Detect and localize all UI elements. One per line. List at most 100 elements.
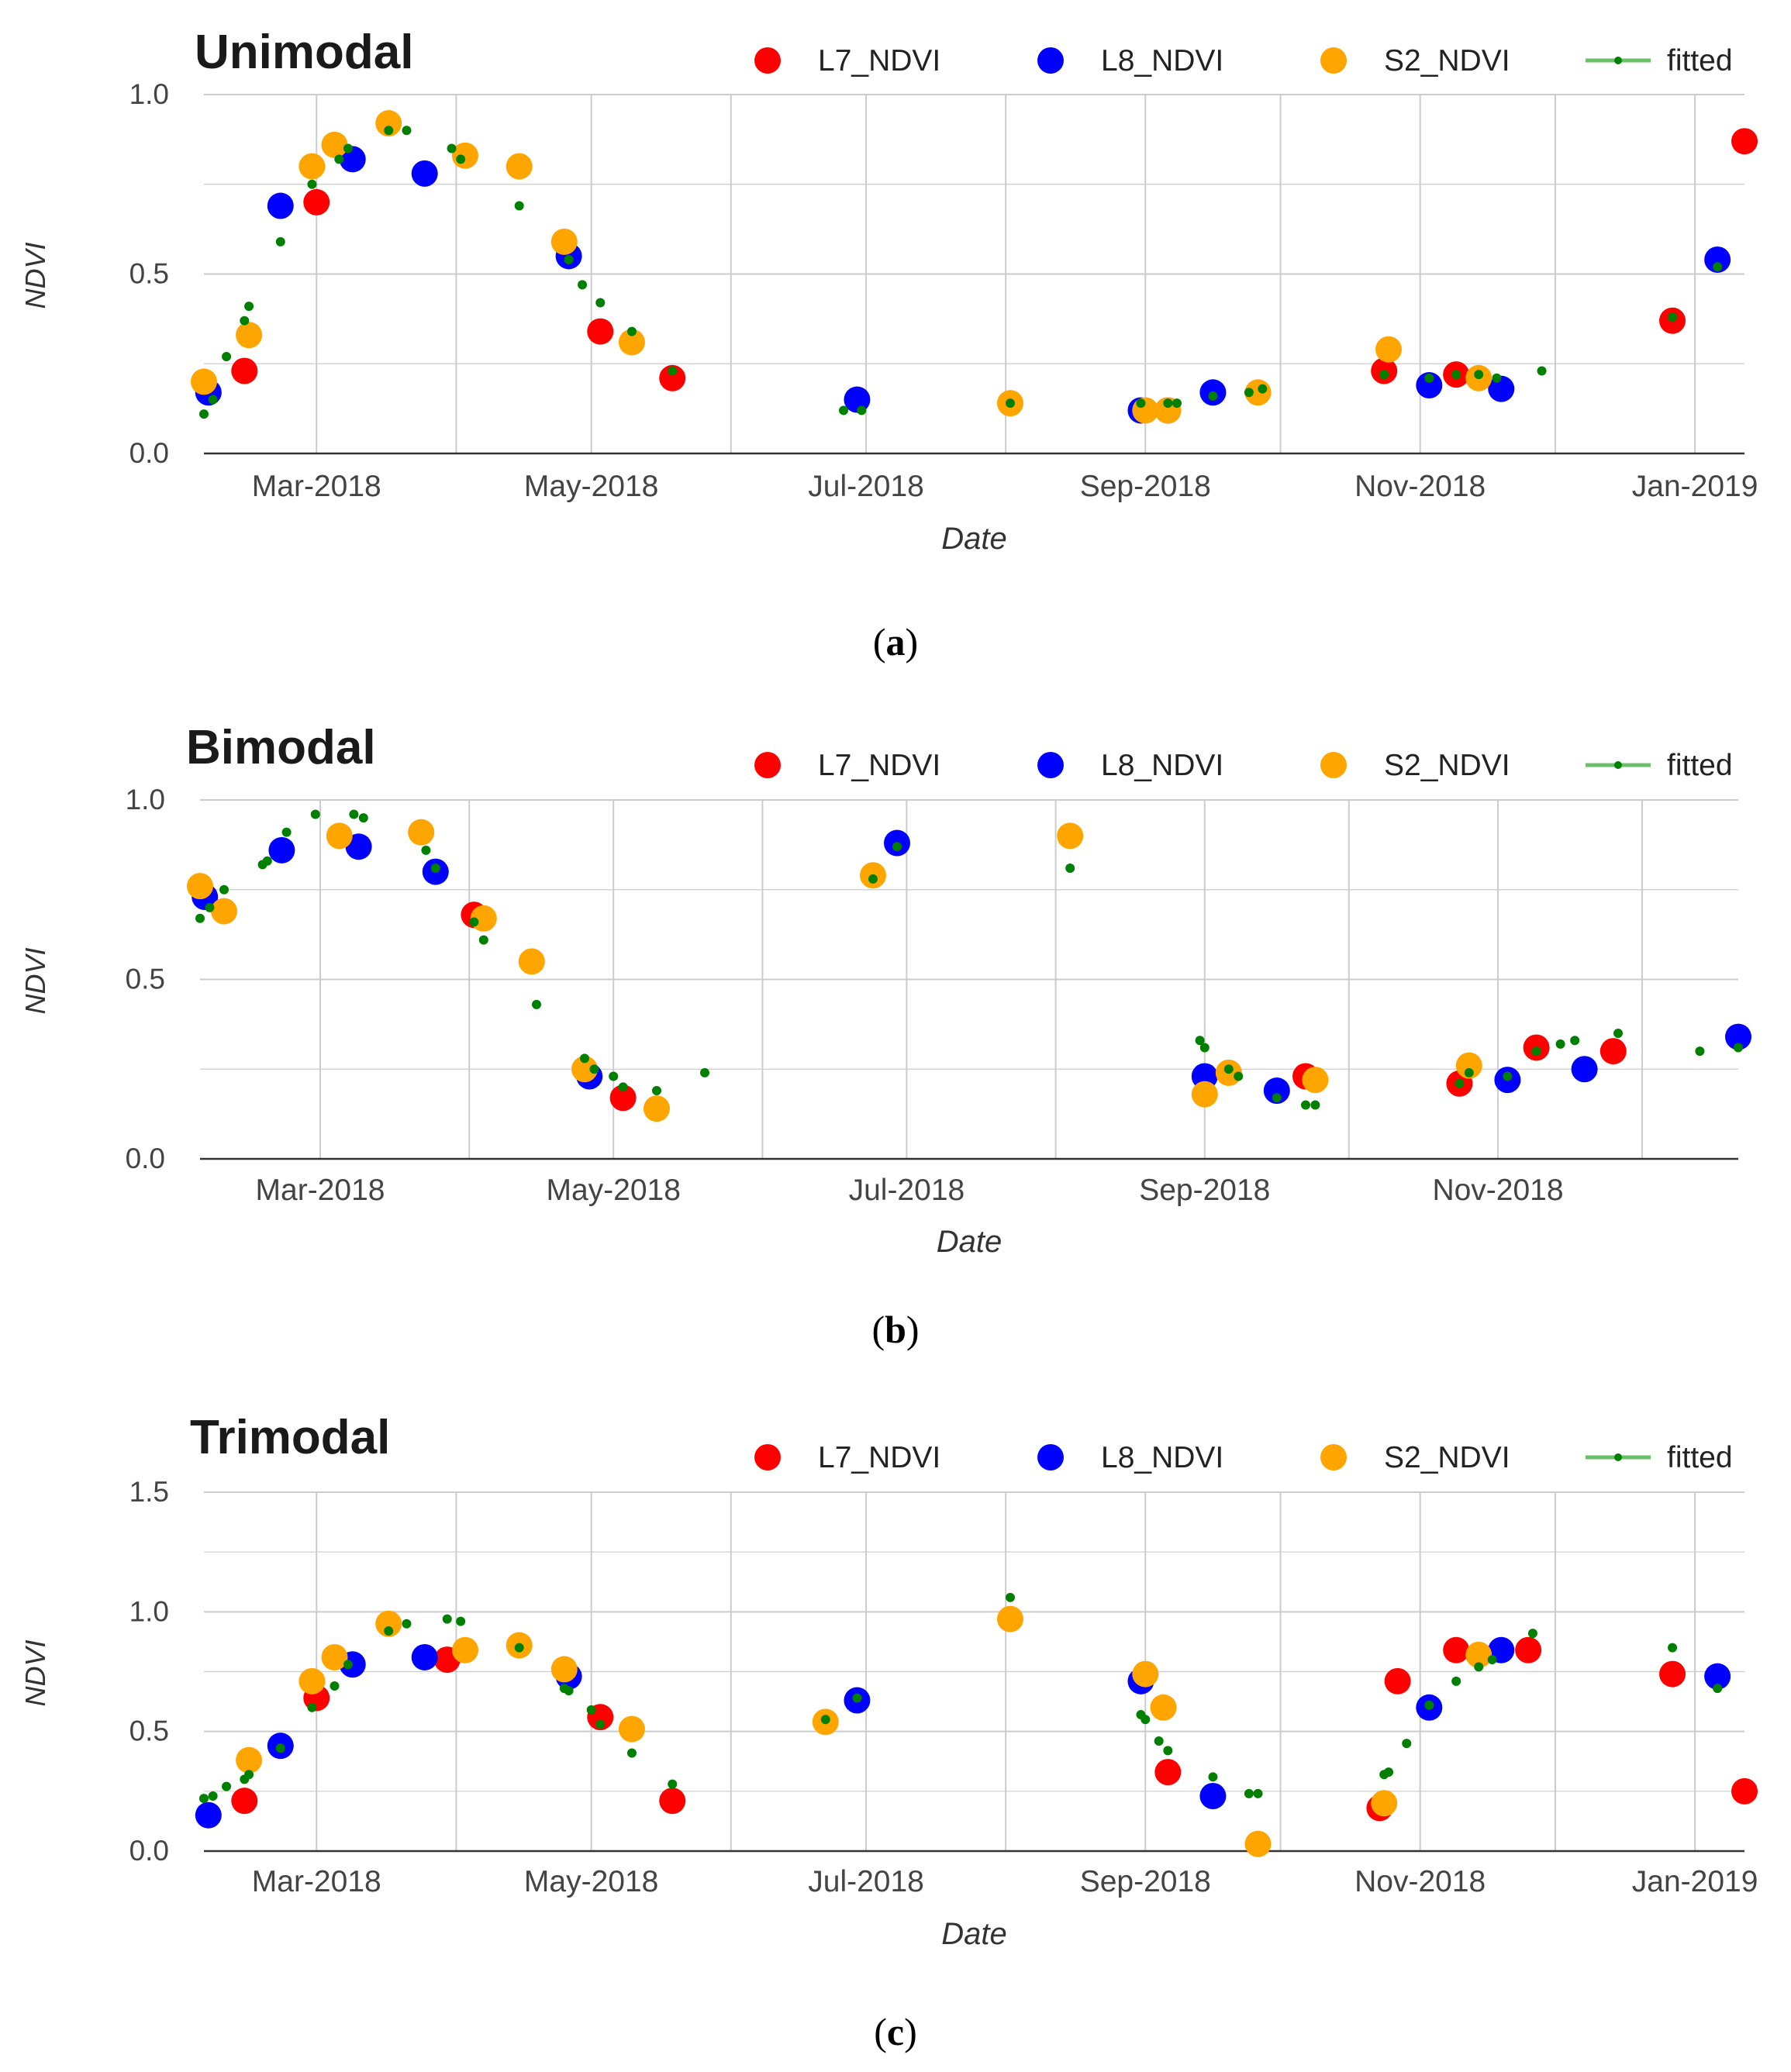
y-tick-label: 0.5 (129, 258, 169, 290)
legend-marker-l8 (1037, 1444, 1064, 1470)
data-point-fitted (275, 1743, 285, 1753)
legend: L7_NDVI L8_NDVI S2_NDVI fitted (754, 749, 1733, 782)
series-s2 (236, 1605, 1492, 1857)
y-axis-title: NDVI (19, 242, 51, 309)
data-point-s2 (506, 153, 533, 180)
data-point-fitted (205, 902, 215, 912)
data-point-fitted (384, 1626, 394, 1636)
data-point-fitted (430, 863, 440, 873)
data-point-s2 (408, 819, 435, 846)
data-point-fitted (1065, 863, 1075, 873)
data-point-l7 (1731, 128, 1758, 155)
x-axis-title: Date (941, 522, 1007, 556)
data-point-fitted (1258, 384, 1268, 394)
data-point-s2 (451, 142, 478, 169)
data-point-s2 (996, 1605, 1023, 1632)
legend-label-fitted: fitted (1667, 1441, 1733, 1474)
data-point-fitted (343, 143, 353, 153)
data-point-s2 (518, 948, 545, 975)
data-point-l8 (844, 386, 871, 413)
legend-marker-s2 (1320, 752, 1347, 778)
data-point-fitted (1451, 370, 1461, 380)
data-point-l8 (411, 160, 438, 187)
data-point-l7 (609, 1084, 637, 1112)
legend-marker-l7 (754, 752, 781, 778)
data-point-fitted (564, 1686, 574, 1696)
legend-marker-l8 (1037, 47, 1064, 74)
data-point-s2 (550, 228, 578, 255)
y-tick-label: 0.5 (129, 1715, 169, 1747)
data-point-fitted (586, 1705, 596, 1715)
series-l7 (231, 1636, 1758, 1822)
data-point-s2 (618, 329, 645, 356)
chart-title: Bimodal (186, 721, 376, 774)
data-point-l7 (1443, 1636, 1470, 1663)
data-point-s2 (1132, 1660, 1159, 1688)
data-point-fitted (447, 143, 457, 153)
data-point-fitted (1199, 1043, 1210, 1053)
data-point-fitted (208, 1791, 218, 1801)
data-point-l8 (1725, 1023, 1751, 1050)
data-point-fitted (384, 126, 394, 136)
data-point-l7 (231, 357, 258, 384)
data-point-fitted (219, 884, 229, 895)
data-point-fitted (456, 1616, 466, 1626)
data-point-l7 (1731, 1777, 1758, 1805)
data-point-s2 (236, 322, 263, 349)
x-tick-label: Sep-2018 (1139, 1174, 1270, 1207)
data-point-fitted (892, 842, 902, 852)
data-point-l8 (268, 836, 295, 864)
data-point-fitted (1713, 1684, 1723, 1694)
data-point-fitted (1402, 1739, 1412, 1749)
data-point-fitted (652, 1086, 661, 1096)
data-point-fitted (330, 1681, 340, 1691)
data-point-fitted (262, 856, 272, 866)
data-point-fitted (244, 1770, 254, 1780)
data-point-fitted (281, 827, 292, 837)
data-point-l8 (267, 192, 294, 219)
data-point-s2 (550, 1656, 578, 1683)
data-point-s2 (191, 368, 217, 395)
data-point-fitted (1253, 1788, 1263, 1798)
data-point-fitted (402, 126, 412, 136)
data-point-fitted (1455, 1078, 1465, 1088)
data-point-fitted (514, 1643, 524, 1653)
data-point-fitted (857, 405, 867, 415)
data-point-fitted (852, 1693, 862, 1703)
data-point-s2 (298, 153, 326, 180)
data-point-fitted (421, 845, 431, 855)
y-tick-label: 0.0 (126, 1143, 165, 1174)
data-point-fitted (609, 1071, 619, 1081)
data-point-fitted (820, 1715, 830, 1725)
y-axis-title: NDVI (19, 1639, 51, 1706)
data-point-s2 (236, 1746, 263, 1774)
data-point-fitted (334, 154, 344, 164)
panel-caption: (a) (873, 620, 918, 664)
data-point-fitted (1244, 388, 1254, 398)
series-l8 (195, 1636, 1731, 1829)
data-point-l7 (1154, 1759, 1182, 1786)
data-point-l7 (231, 1788, 258, 1815)
data-point-fitted (349, 809, 359, 819)
data-point-fitted (1141, 1715, 1151, 1725)
data-point-fitted (1172, 398, 1182, 409)
legend-marker-s2 (1320, 1444, 1347, 1470)
data-point-fitted (222, 351, 232, 361)
data-point-l7 (1384, 1667, 1411, 1694)
data-point-fitted (222, 1781, 232, 1791)
data-point-fitted (595, 1719, 606, 1729)
legend-label-l8: L8_NDVI (1101, 44, 1223, 78)
legend: L7_NDVI L8_NDVI S2_NDVI fitted (754, 1441, 1733, 1474)
data-point-s2 (1057, 822, 1084, 850)
legend-label-fitted: fitted (1667, 44, 1733, 78)
data-point-s2 (451, 1636, 478, 1663)
chart-panel-unimodal: 0.0 0.5 1.0 Mar-2018 May-2018 Jul-2018 Sep-201… (19, 26, 1758, 664)
data-point-fitted (199, 1794, 209, 1804)
data-point-fitted (1384, 1767, 1394, 1777)
data-point-fitted (1474, 370, 1484, 380)
data-point-fitted (618, 1082, 628, 1092)
data-point-fitted (1424, 373, 1434, 383)
data-point-s2 (1455, 1052, 1482, 1079)
y-axis-title: NDVI (19, 947, 51, 1014)
